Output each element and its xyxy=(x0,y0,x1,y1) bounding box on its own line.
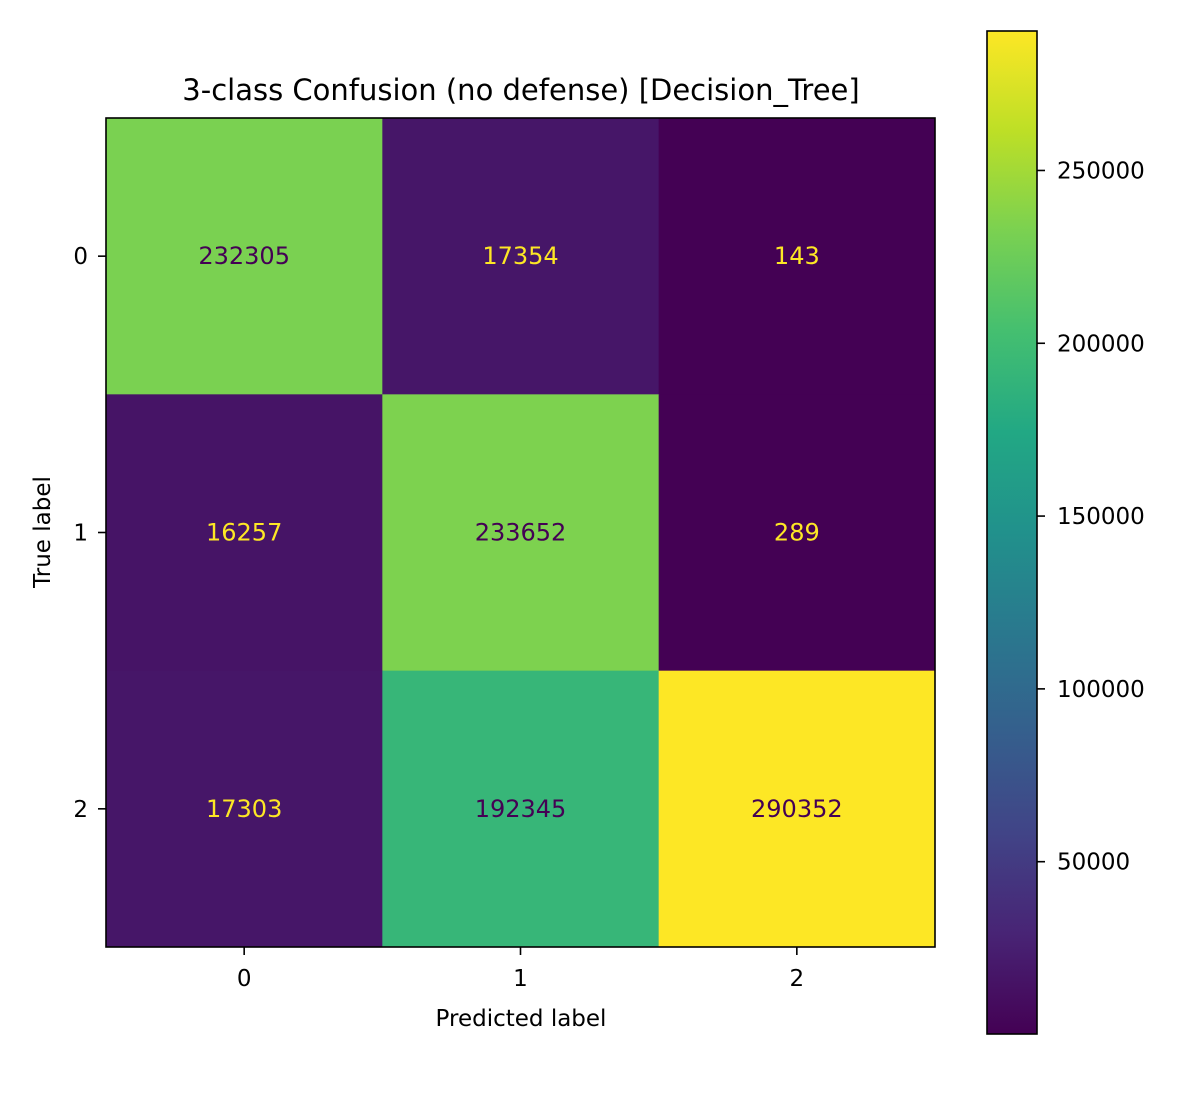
cell-value-label: 232305 xyxy=(198,242,290,270)
colorbar-tick-label: 150000 xyxy=(1057,504,1145,530)
colorbar-tick-label: 50000 xyxy=(1057,850,1130,876)
colorbar-tick-label: 200000 xyxy=(1057,331,1145,357)
x-tick-label: 2 xyxy=(790,966,805,992)
cell-value-label: 290352 xyxy=(751,795,843,823)
heatmap-cell xyxy=(106,118,383,395)
colorbar xyxy=(986,30,1038,1035)
heatmap-cell xyxy=(658,118,936,395)
heatmap-cell xyxy=(658,394,936,672)
heatmap-cell xyxy=(106,670,383,948)
cell-value-label: 17354 xyxy=(482,242,558,270)
colorbar-tick-label: 250000 xyxy=(1057,158,1145,184)
cell-value-label: 289 xyxy=(774,519,820,547)
colorbar-tick-label: 100000 xyxy=(1057,677,1145,703)
x-axis-ticks: 0 1 2 xyxy=(237,947,804,992)
colorbar-ticks: 50000 100000 150000 200000 250000 xyxy=(1037,158,1145,876)
heatmap-cell xyxy=(382,394,660,672)
y-tick-label: 0 xyxy=(73,244,88,270)
y-tick-label: 2 xyxy=(73,797,88,823)
heatmap-cell xyxy=(382,118,660,395)
y-axis-label: True label xyxy=(30,476,56,589)
chart-title: 3-class Confusion (no defense) [Decision… xyxy=(182,73,859,107)
heatmap-cell-labels: 232305 17354 143 16257 233652 289 17303 192345 2… xyxy=(198,242,842,823)
heatmap-cell xyxy=(658,670,936,948)
x-axis-label: Predicted label xyxy=(436,1006,607,1032)
cell-value-label: 233652 xyxy=(475,519,567,547)
cell-value-label: 17303 xyxy=(206,795,282,823)
heatmap-cells xyxy=(106,118,936,948)
y-tick-label: 1 xyxy=(73,521,88,547)
heatmap-cell xyxy=(382,670,660,948)
cell-value-label: 143 xyxy=(774,242,820,270)
y-axis-ticks: 0 1 2 xyxy=(73,244,106,823)
cell-value-label: 192345 xyxy=(475,795,567,823)
heatmap-cell xyxy=(106,394,383,672)
x-tick-label: 0 xyxy=(237,966,252,992)
cell-value-label: 16257 xyxy=(206,519,282,547)
x-tick-label: 1 xyxy=(513,966,528,992)
